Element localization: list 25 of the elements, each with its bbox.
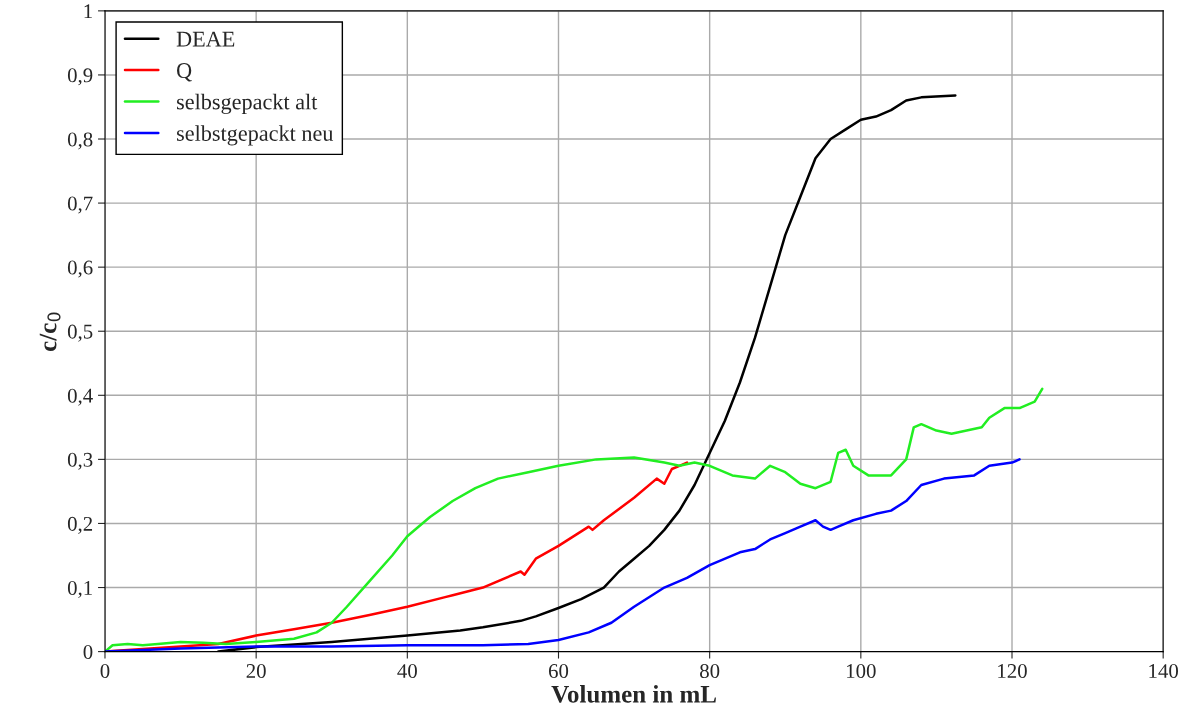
x-tick-label: 140 bbox=[1149, 664, 1179, 679]
x-tick-label: 100 bbox=[847, 664, 876, 679]
legend-label: Q bbox=[177, 63, 192, 82]
y-tick-label: 0,2 bbox=[67, 516, 93, 534]
y-tick-label: 1 bbox=[84, 4, 92, 19]
legend-label: selbsgepackt alt bbox=[177, 93, 318, 115]
legend-label: DEAE bbox=[176, 31, 235, 47]
x-tick-label: 20 bbox=[246, 664, 266, 679]
x-tick-label: 80 bbox=[700, 664, 720, 679]
x-tick-label: 120 bbox=[998, 664, 1027, 679]
y-tick-label: 0,3 bbox=[67, 452, 93, 470]
y-tick-label: 0,6 bbox=[67, 260, 93, 278]
y-tick-label: 0,5 bbox=[67, 324, 93, 342]
y-tick-label: 0,7 bbox=[67, 196, 93, 214]
x-tick-label: 40 bbox=[397, 664, 417, 679]
x-axis-title: Volumen in mL bbox=[551, 685, 716, 703]
y-axis-title: c/c$_{0}$ bbox=[39, 312, 61, 351]
y-tick-label: 0 bbox=[83, 644, 93, 660]
x-tick-label: 60 bbox=[548, 664, 569, 679]
y-tick-label: 0,1 bbox=[67, 580, 92, 598]
y-tick-label: 0,8 bbox=[67, 132, 93, 150]
legend-label: selbstgepackt neu bbox=[177, 125, 334, 146]
y-tick-label: 0,4 bbox=[67, 388, 93, 406]
x-tick-label: 0 bbox=[100, 664, 110, 679]
y-tick-label: 0,9 bbox=[67, 68, 93, 86]
